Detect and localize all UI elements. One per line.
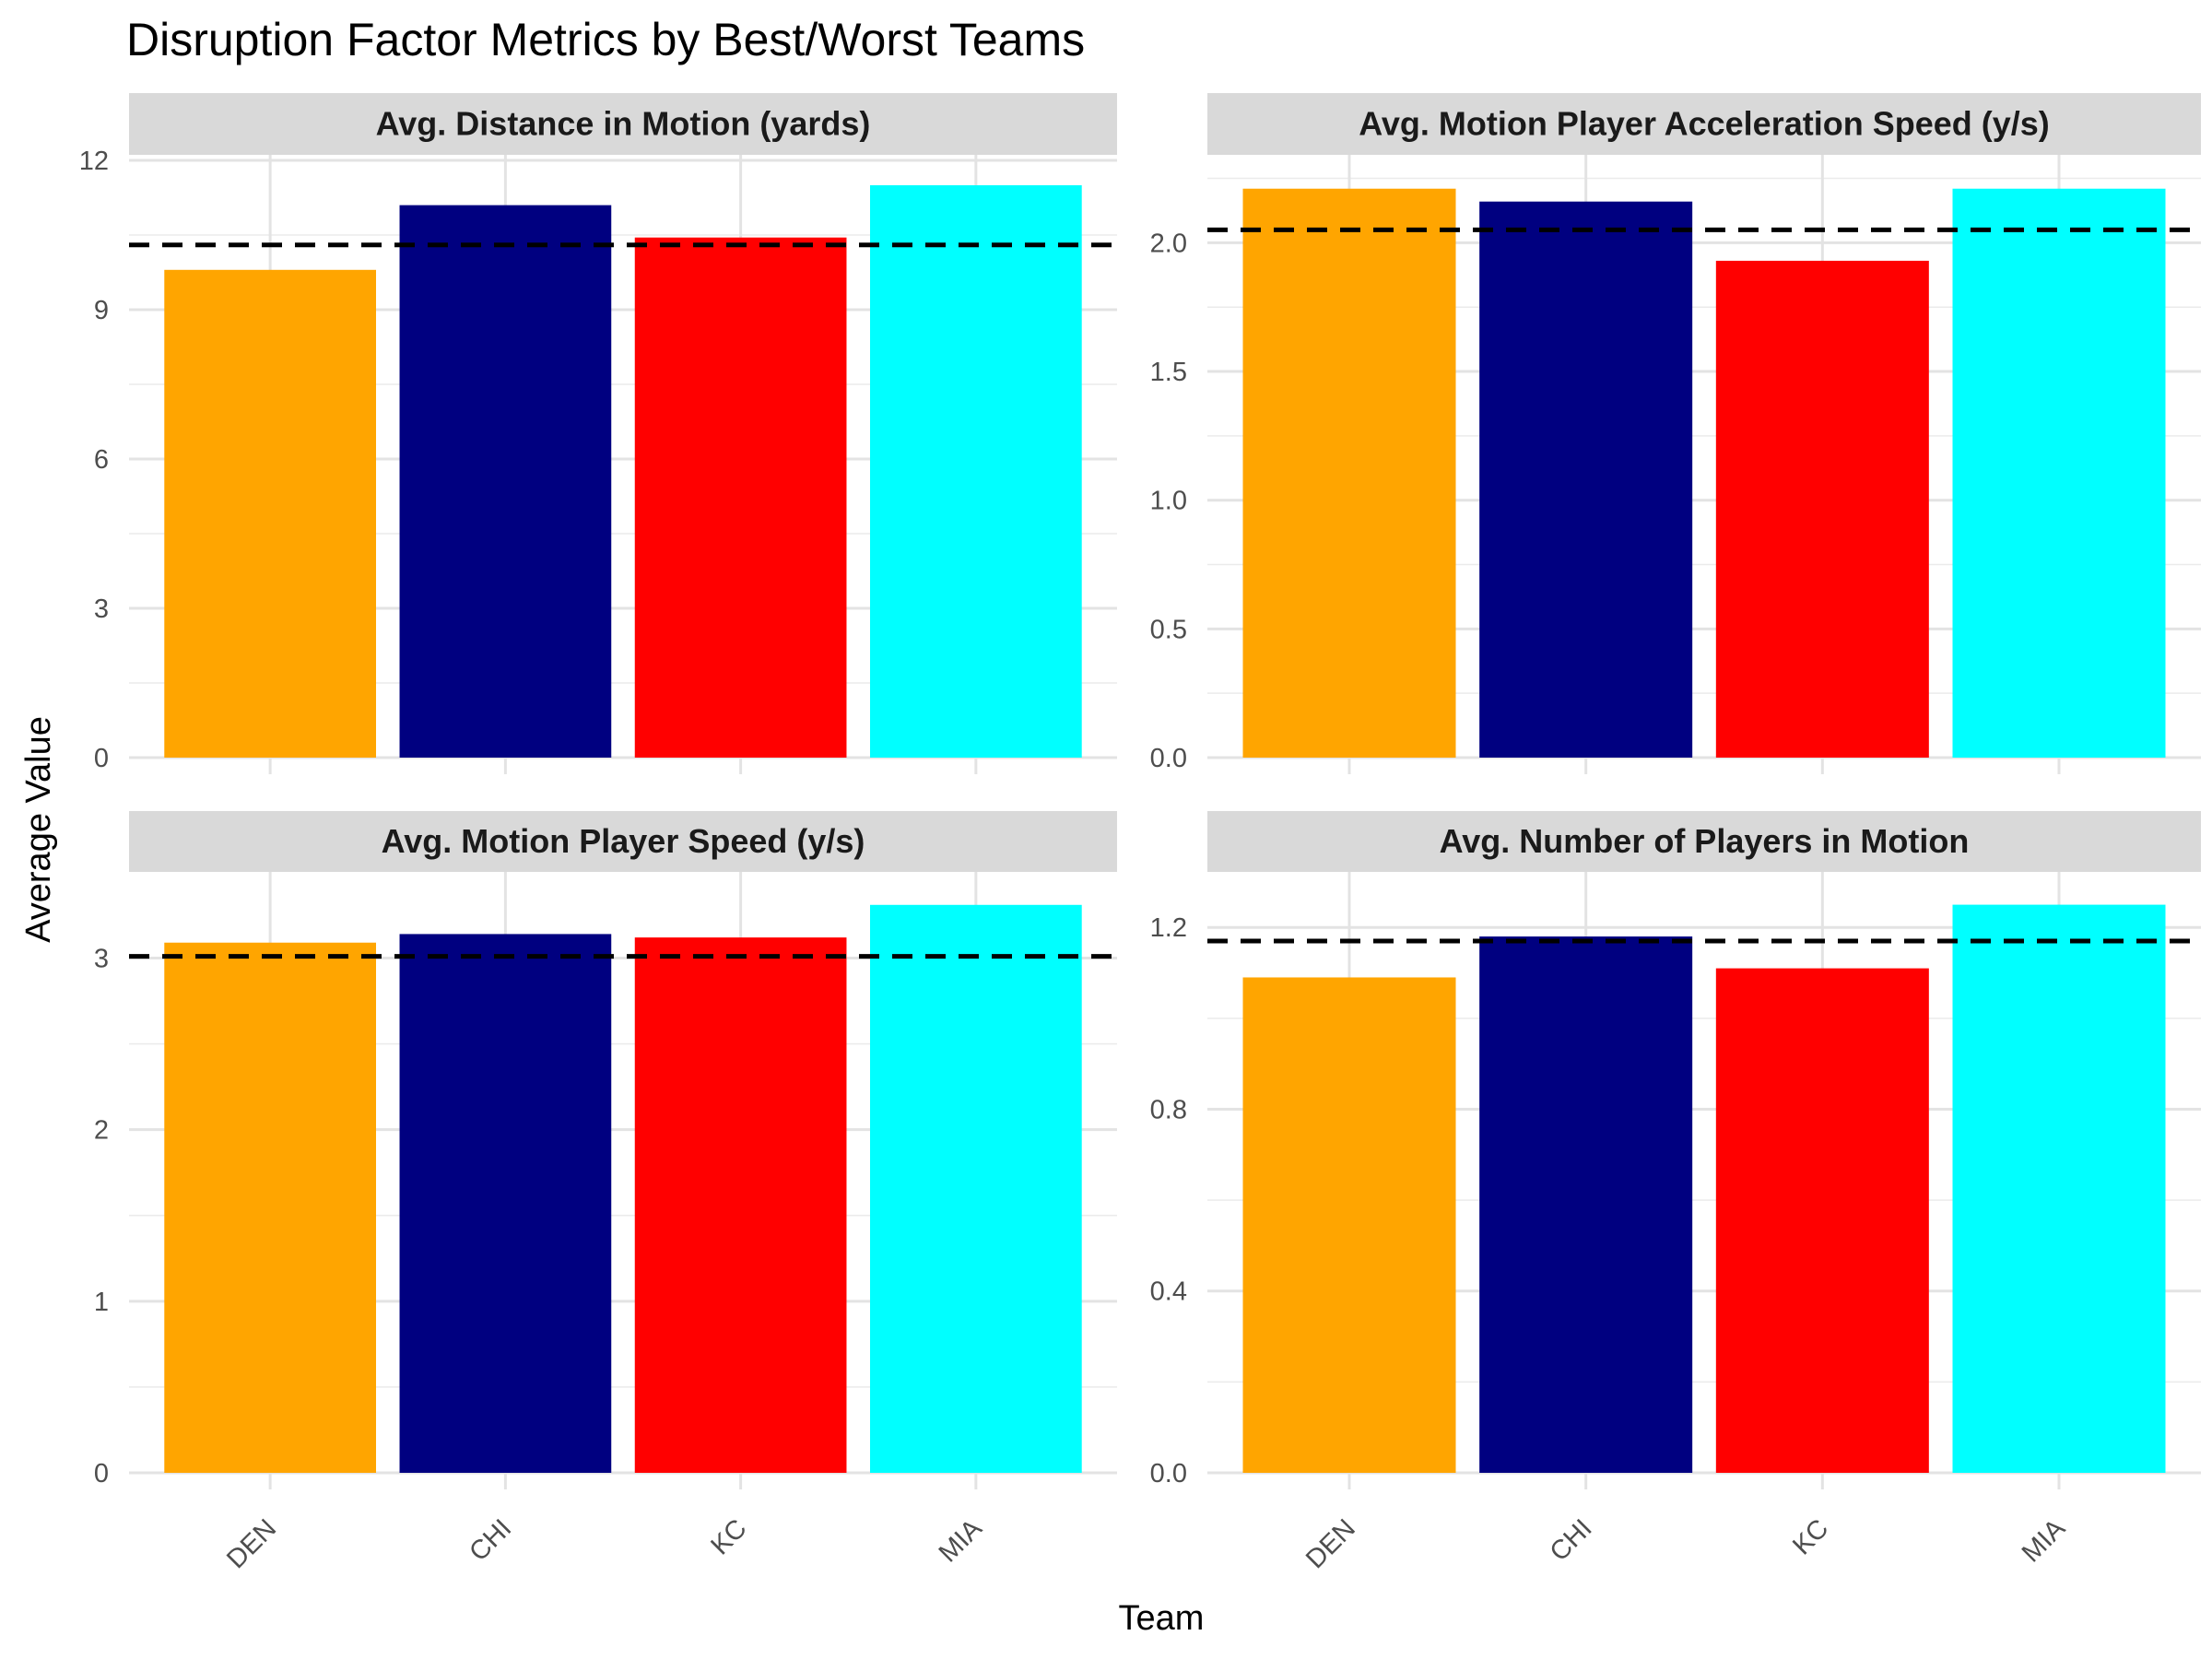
bar-den	[1242, 977, 1456, 1473]
facet-panels: Avg. Distance in Motion (yards)036912Avg…	[79, 93, 2201, 1574]
chart-title: Disruption Factor Metrics by Best/Worst …	[126, 14, 1085, 65]
facet-panel-2: Avg. Motion Player Acceleration Speed (y…	[1150, 93, 2201, 774]
y-tick-label: 1.0	[1150, 487, 1187, 516]
y-tick-label: 3	[94, 944, 109, 973]
facet-strip-title: Avg. Motion Player Acceleration Speed (y…	[1359, 105, 2050, 143]
bar-mia	[1952, 188, 2166, 759]
facet-strip-title: Avg. Distance in Motion (yards)	[376, 105, 871, 143]
facet-strip-title: Avg. Motion Player Speed (y/s)	[382, 822, 865, 860]
facet-strip	[129, 93, 1117, 155]
bar-kc	[634, 237, 847, 758]
y-tick-label: 1	[94, 1288, 109, 1317]
bar-den	[1242, 188, 1456, 759]
bar-chi	[399, 934, 612, 1473]
bar-mia	[870, 904, 1082, 1473]
bar-den	[164, 269, 376, 758]
bar-kc	[1715, 968, 1929, 1473]
facet-panel-4: Avg. Number of Players in Motion 0.0 0.4 0.…	[1150, 811, 2201, 1574]
bar-mia	[870, 185, 1082, 758]
bar-mia	[1952, 904, 2166, 1473]
y-tick-label: 0.0	[1150, 1459, 1187, 1488]
y-tick-label: 12	[79, 147, 109, 176]
y-tick-label: 0	[94, 744, 109, 773]
y-tick-label: 0	[94, 1459, 109, 1488]
bar-den	[164, 942, 376, 1473]
y-tick-label: 0.5	[1150, 615, 1187, 644]
y-axis-title: Average Value	[19, 716, 58, 943]
x-axis-title: Team	[1119, 1599, 1205, 1638]
facet-strip	[1207, 811, 2201, 872]
y-tick-label: 9	[94, 296, 109, 325]
y-tick-label: 0.4	[1150, 1277, 1187, 1307]
bar-kc	[1715, 260, 1929, 758]
y-tick-label: 2.0	[1150, 229, 1187, 258]
bar-kc	[634, 937, 847, 1473]
y-tick-label: 6	[94, 445, 109, 475]
y-tick-label: 1.5	[1150, 358, 1187, 387]
facet-strip	[1207, 93, 2201, 155]
bar-chi	[399, 205, 612, 759]
bar-chi	[1479, 936, 1693, 1473]
y-tick-label: 2	[94, 1116, 109, 1146]
bar-chi	[1479, 201, 1693, 759]
facet-panel-1: Avg. Distance in Motion (yards) 0 3 6 9 12	[79, 93, 1117, 774]
y-tick-label: 1.2	[1150, 913, 1187, 943]
facet-strip-title: Avg. Number of Players in Motion	[1440, 822, 1970, 860]
y-tick-label: 0.0	[1150, 744, 1187, 773]
y-tick-label: 3	[94, 594, 109, 624]
y-tick-label: 0.8	[1150, 1095, 1187, 1124]
facet-strip	[129, 811, 1117, 872]
